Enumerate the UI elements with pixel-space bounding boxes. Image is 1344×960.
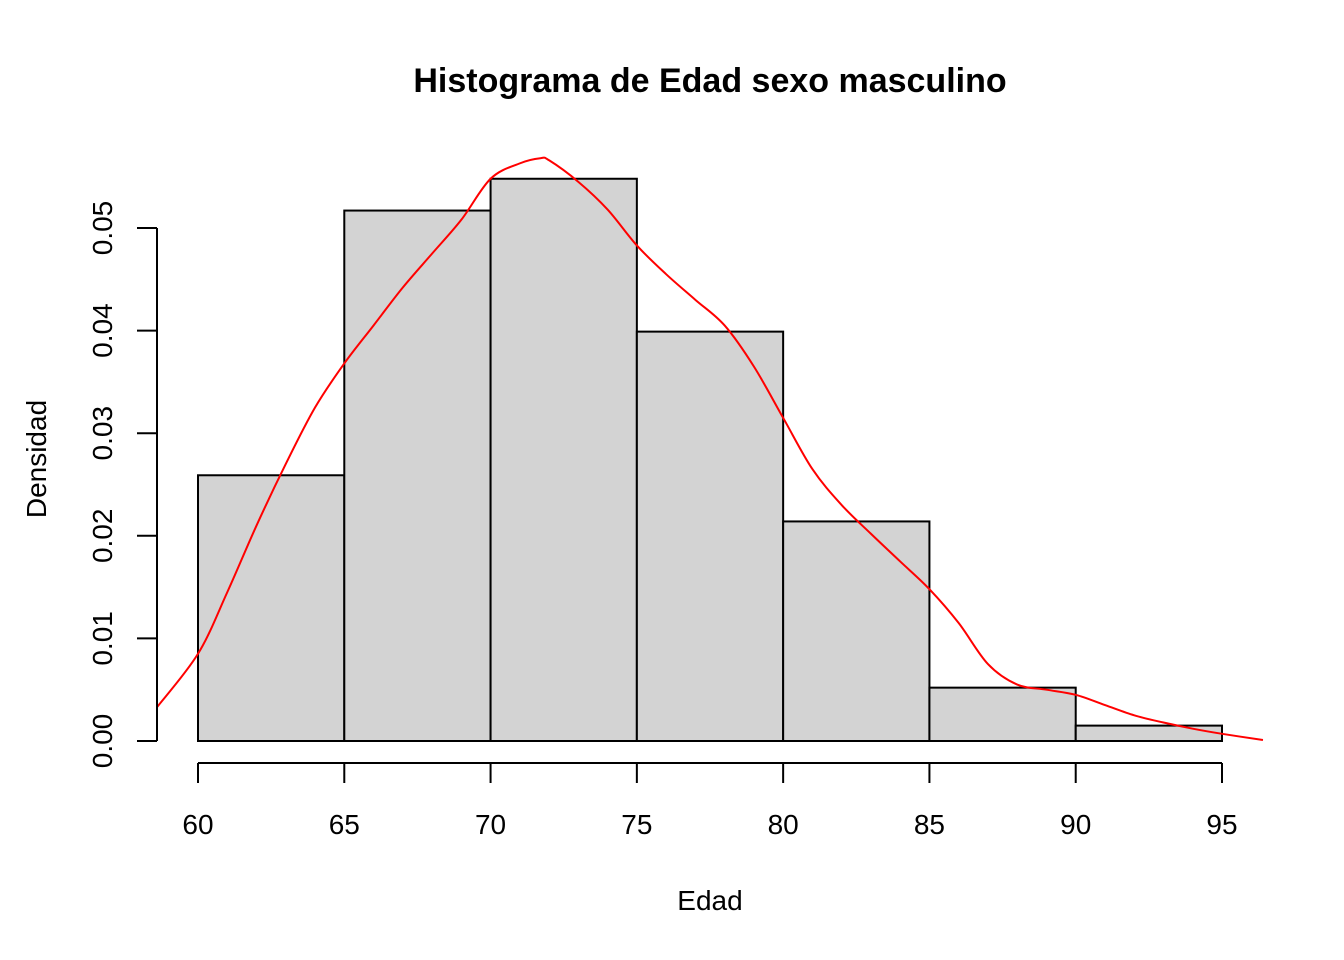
y-tick-label: 0.03 bbox=[87, 406, 118, 461]
histogram-bar-90-95 bbox=[1074, 724, 1223, 742]
x-tick-label: 95 bbox=[1206, 809, 1237, 840]
x-axis-label: Edad bbox=[677, 885, 742, 916]
x-tick-label: 70 bbox=[475, 809, 506, 840]
y-axis: 0.00 0.01 0.02 0.03 0.04 0.05 bbox=[87, 201, 158, 769]
chart-title: Histograma de Edad sexo masculino bbox=[413, 62, 1006, 100]
histogram-bar-60-65 bbox=[197, 474, 346, 742]
x-axis: 60 65 70 75 80 85 90 95 bbox=[182, 762, 1238, 840]
x-tick-label: 85 bbox=[914, 809, 945, 840]
x-tick-label: 80 bbox=[768, 809, 799, 840]
x-tick-label: 65 bbox=[329, 809, 360, 840]
histogram-bar-65-70 bbox=[343, 209, 492, 743]
histogram-bar-75-80 bbox=[635, 330, 785, 742]
y-tick-label: 0.00 bbox=[87, 714, 118, 769]
x-tick-label: 60 bbox=[182, 809, 213, 840]
y-tick-label: 0.01 bbox=[87, 611, 118, 666]
y-axis-label: Densidad bbox=[21, 400, 52, 518]
y-tick-label: 0.02 bbox=[87, 509, 118, 564]
histogram-bar-80-85 bbox=[782, 520, 931, 742]
histogram-bar-70-75 bbox=[489, 177, 638, 742]
density-curve-group bbox=[156, 156, 1264, 741]
x-tick-label: 75 bbox=[621, 809, 652, 840]
x-tick-label: 90 bbox=[1060, 809, 1091, 840]
histogram-bars bbox=[197, 177, 1223, 743]
y-tick-label: 0.04 bbox=[87, 303, 118, 358]
histogram-bar-85-90 bbox=[928, 686, 1077, 743]
y-tick-label: 0.05 bbox=[87, 201, 118, 256]
density-curve bbox=[156, 156, 1264, 741]
